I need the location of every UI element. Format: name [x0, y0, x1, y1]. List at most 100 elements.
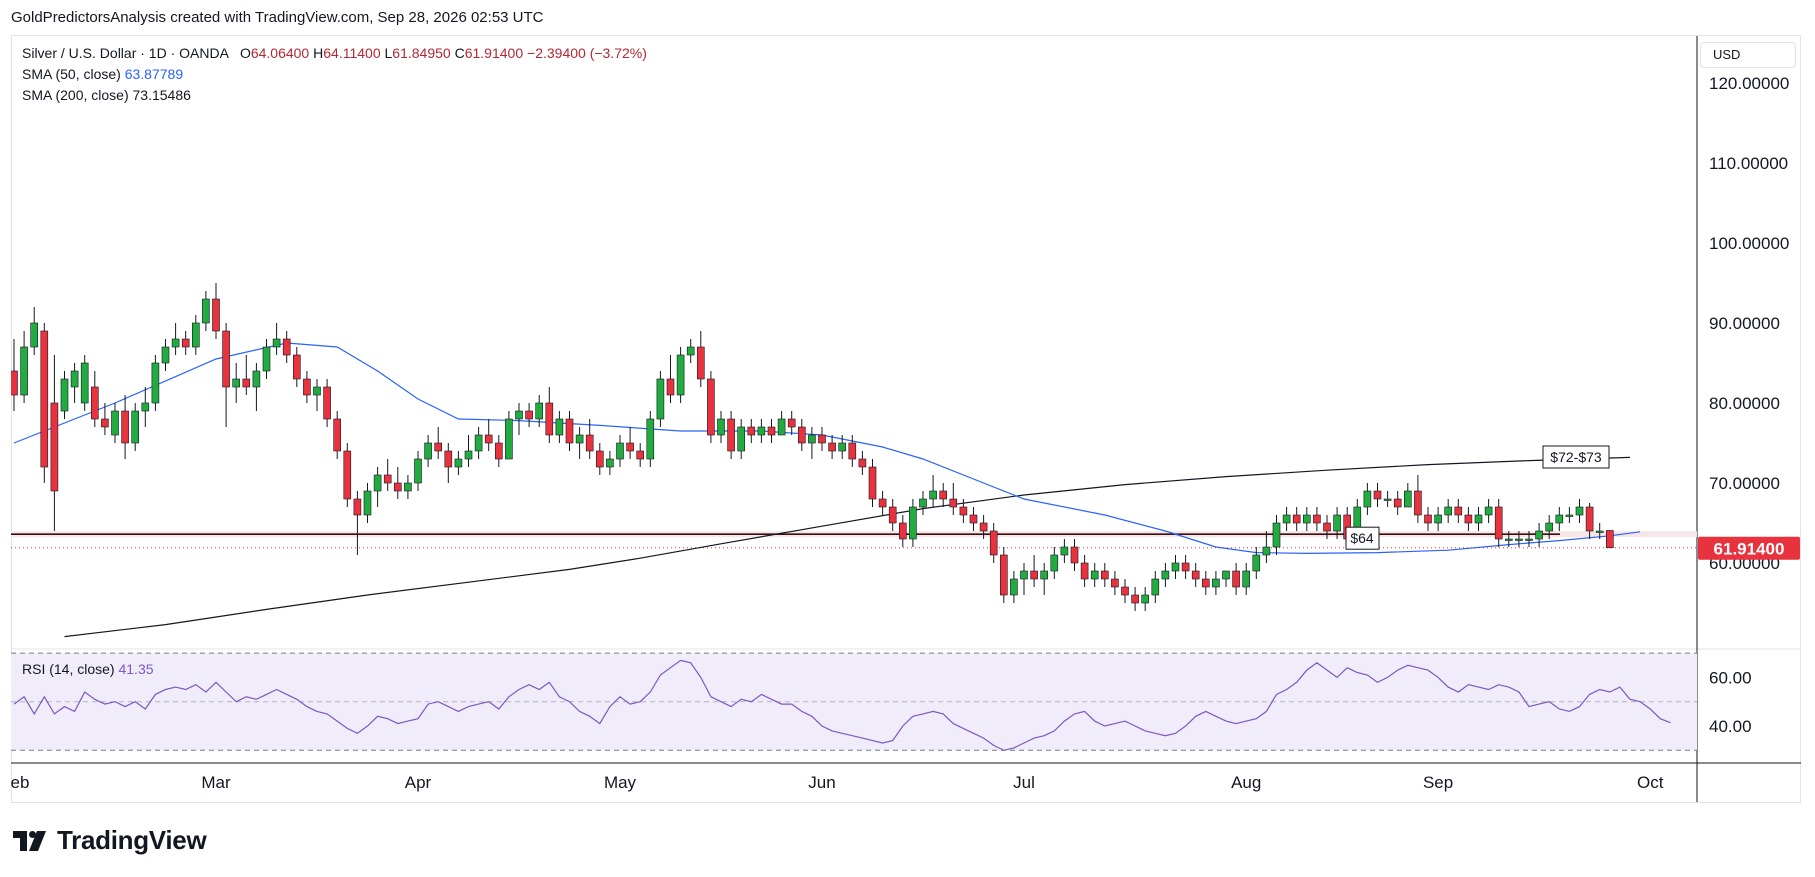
- candle-up: [313, 386, 321, 396]
- candle-up: [1474, 514, 1483, 524]
- candle-up: [151, 362, 160, 404]
- sma50-value: 63.87789: [124, 66, 184, 82]
- candle-down: [999, 554, 1008, 596]
- candle-up: [60, 378, 69, 412]
- label-64-text: $64: [1350, 530, 1374, 546]
- candle-down: [434, 442, 443, 452]
- rsi-tick-label: 60.00: [1709, 668, 1752, 687]
- sma200-line: [64, 456, 1631, 638]
- candle-down: [959, 506, 968, 516]
- rsi-group: [11, 652, 1697, 751]
- candle-up: [808, 434, 816, 444]
- candle-down: [1393, 498, 1402, 508]
- candle-up: [1020, 570, 1028, 580]
- candle-up: [464, 450, 473, 460]
- candle-up: [1303, 514, 1311, 524]
- candle-up: [686, 346, 695, 356]
- candle-down: [898, 522, 907, 540]
- candle-down: [545, 402, 554, 436]
- candle-up: [1272, 522, 1281, 548]
- candle-down: [747, 426, 756, 436]
- currency-selector[interactable]: USD: [1700, 42, 1796, 68]
- candle-up: [1141, 594, 1149, 604]
- candle-down: [797, 426, 806, 444]
- candle-up: [454, 458, 463, 468]
- candle-down: [626, 442, 634, 452]
- candle-up: [262, 346, 271, 372]
- symbol-legend: Silver / U.S. Dollar · 1D · OANDA O64.06…: [22, 45, 647, 61]
- sma200-label: SMA (200, close): [22, 87, 129, 103]
- label-64: $64: [1345, 526, 1380, 550]
- candle-down: [212, 298, 220, 332]
- candle-down: [222, 330, 230, 388]
- candle-down: [636, 450, 645, 460]
- candle-up: [1242, 570, 1250, 588]
- candle-down: [969, 514, 978, 524]
- rsi-line: [13, 659, 1671, 751]
- tradingview-logo-icon: [13, 830, 46, 851]
- candle-up: [1090, 570, 1099, 580]
- candle-down: [878, 498, 887, 508]
- candle-up: [252, 370, 261, 388]
- brand-name: TradingView: [57, 825, 207, 855]
- candle-down: [1323, 522, 1331, 532]
- candle-down: [1232, 570, 1240, 588]
- candle-down: [343, 450, 352, 500]
- candle-up: [515, 410, 523, 420]
- candle-down: [393, 482, 402, 492]
- candle-up: [1595, 530, 1604, 533]
- candle-down: [1454, 506, 1463, 516]
- candle-up: [373, 474, 382, 492]
- candle-up: [555, 418, 564, 436]
- candle-up: [646, 418, 655, 460]
- candle-down: [1585, 506, 1594, 532]
- candle-up: [919, 498, 927, 508]
- candle-up: [838, 442, 847, 452]
- candle-up: [1363, 490, 1372, 508]
- rsi-value: 41.35: [118, 661, 154, 677]
- candle-down: [1131, 594, 1139, 604]
- candle-up: [676, 354, 685, 396]
- candle-down: [1070, 546, 1079, 564]
- candle-up: [30, 322, 39, 348]
- candle-down: [949, 498, 958, 508]
- time-tick-label: Apr: [405, 773, 432, 792]
- time-tick-label: Jun: [808, 773, 835, 792]
- candle-up: [1010, 578, 1018, 596]
- candle-down: [1080, 562, 1089, 580]
- candle-up: [1565, 514, 1574, 517]
- candle-up: [737, 426, 746, 452]
- candle-down: [353, 498, 362, 516]
- candle-down: [828, 442, 836, 452]
- candle-down: [333, 418, 342, 452]
- candle-up: [1535, 530, 1543, 540]
- candle-down: [1313, 514, 1321, 524]
- candle-up: [141, 402, 150, 412]
- candle-up: [1484, 506, 1493, 516]
- candle-up: [363, 490, 372, 516]
- candle-up: [1333, 514, 1341, 532]
- candle-up: [232, 378, 240, 388]
- candle-up: [535, 402, 544, 420]
- candle-down: [11, 370, 18, 396]
- candle-down: [1292, 514, 1301, 524]
- candle-down: [1181, 562, 1190, 572]
- sma200-legend: SMA (200, close) 73.15486: [22, 87, 191, 103]
- candle-down: [727, 418, 735, 452]
- candle-up: [909, 506, 917, 540]
- candle-down: [787, 418, 796, 428]
- candle-down: [1030, 570, 1038, 580]
- candle-down: [494, 442, 503, 460]
- low-value: 61.84950: [392, 45, 451, 61]
- sma50-line: [13, 342, 1641, 555]
- time-tick-label: May: [604, 773, 637, 792]
- candle-down: [525, 410, 533, 420]
- candle-up: [1545, 522, 1553, 532]
- candle-up: [1060, 546, 1069, 556]
- price-tick-label: 70.00000: [1709, 474, 1780, 493]
- candle-up: [424, 442, 432, 460]
- last-price-tag: 61.91400: [1698, 536, 1800, 560]
- high-value: 64.11400: [323, 45, 381, 61]
- candle-up: [1505, 538, 1513, 541]
